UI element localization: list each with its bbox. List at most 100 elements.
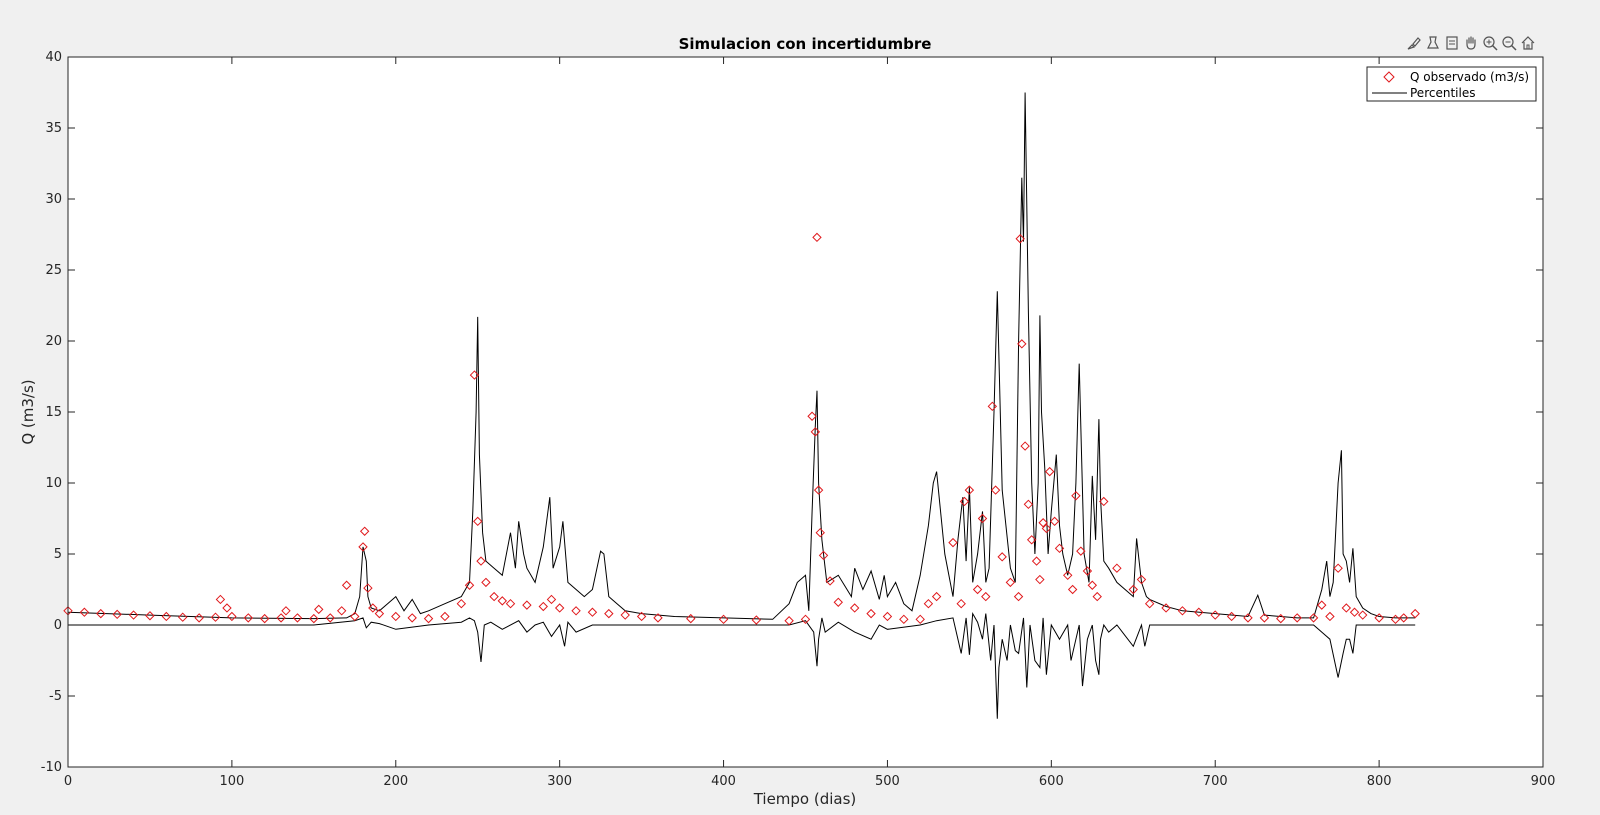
observed-point bbox=[964, 485, 975, 495]
y-tick-label: 10 bbox=[45, 476, 62, 491]
observed-point bbox=[350, 611, 360, 622]
observed-point bbox=[1031, 556, 1042, 566]
observed-point bbox=[1177, 606, 1188, 616]
observed-point bbox=[128, 610, 139, 620]
y-tick-label: 15 bbox=[45, 405, 62, 420]
observed-point bbox=[1067, 584, 1078, 595]
observed-point bbox=[476, 556, 486, 566]
observed-point bbox=[972, 584, 983, 595]
observed-point bbox=[882, 611, 893, 622]
x-tick-label: 100 bbox=[219, 774, 244, 789]
observed-point bbox=[1082, 566, 1093, 576]
observed-point bbox=[1013, 591, 1024, 602]
observed-point bbox=[243, 613, 253, 623]
observed-point bbox=[1015, 234, 1025, 244]
x-tick-label: 700 bbox=[1203, 774, 1228, 789]
observed-point bbox=[1374, 613, 1384, 623]
observed-point bbox=[604, 608, 614, 619]
y-tick-label: 25 bbox=[45, 263, 62, 278]
observed-point bbox=[546, 594, 557, 605]
pan-hand-icon[interactable] bbox=[1462, 34, 1480, 52]
legend-percentiles-label: Percentiles bbox=[1410, 86, 1475, 100]
insert-datatip-icon[interactable] bbox=[1424, 34, 1442, 52]
observed-point bbox=[1099, 496, 1109, 507]
observed-point bbox=[440, 611, 450, 622]
observed-point bbox=[1161, 603, 1171, 613]
observed-point bbox=[473, 516, 483, 527]
chart-title: Simulacion con incertidumbre bbox=[679, 35, 932, 53]
axes-frame bbox=[67, 56, 1544, 768]
observed-point bbox=[751, 615, 762, 625]
observed-point bbox=[997, 552, 1007, 562]
observed-point bbox=[178, 612, 188, 622]
y-tick-label: 40 bbox=[45, 50, 62, 65]
observed-point bbox=[325, 613, 335, 623]
observed-point bbox=[292, 613, 303, 623]
edit-brush-icon[interactable] bbox=[1405, 34, 1423, 52]
observed-point bbox=[1210, 610, 1220, 620]
observed-point bbox=[1035, 574, 1045, 585]
x-tick-label: 800 bbox=[1367, 774, 1392, 789]
observed-point bbox=[1087, 580, 1098, 590]
observed-point bbox=[1005, 577, 1016, 588]
observed-point bbox=[1333, 563, 1343, 573]
data-cursor-icon[interactable] bbox=[1443, 34, 1461, 52]
observed-point bbox=[112, 609, 122, 620]
observed-point bbox=[363, 583, 373, 593]
observed-point bbox=[948, 537, 958, 548]
home-restore-view-icon[interactable] bbox=[1519, 34, 1537, 52]
observed-point bbox=[833, 597, 843, 607]
observed-point bbox=[1194, 607, 1204, 617]
observed-point bbox=[866, 608, 876, 619]
observed-point bbox=[1276, 613, 1286, 624]
observed-point bbox=[309, 613, 319, 624]
observed-point bbox=[1044, 466, 1055, 477]
x-tick-label: 600 bbox=[1039, 774, 1064, 789]
observed-point bbox=[810, 427, 821, 437]
legend[interactable]: Q observado (m3/s) Percentiles bbox=[1366, 66, 1537, 102]
observed-point bbox=[341, 580, 352, 590]
legend-observed-marker bbox=[1383, 71, 1395, 83]
x-tick-label: 0 bbox=[64, 774, 72, 789]
y-tick-label: 0 bbox=[54, 618, 62, 633]
observed-point bbox=[587, 607, 598, 617]
zoom-out-icon[interactable] bbox=[1500, 34, 1518, 52]
observed-point bbox=[931, 591, 942, 602]
observed-point bbox=[1144, 598, 1155, 609]
observed-point bbox=[464, 580, 475, 590]
observed-point bbox=[554, 603, 565, 613]
observed-point bbox=[653, 613, 663, 623]
zoom-in-icon[interactable] bbox=[1481, 34, 1499, 52]
observed-point bbox=[1076, 546, 1086, 556]
observed-point bbox=[923, 598, 934, 609]
y-axis-label: Q (m3/s) bbox=[19, 379, 37, 444]
observed-point bbox=[1054, 543, 1065, 554]
observed-point bbox=[1071, 491, 1081, 501]
observed-point bbox=[825, 576, 835, 586]
observed-point bbox=[391, 611, 401, 622]
y-tick-label: -5 bbox=[49, 689, 62, 704]
observed-point bbox=[456, 598, 467, 609]
observed-point bbox=[210, 612, 221, 622]
observed-point bbox=[1358, 610, 1368, 620]
observed-point bbox=[636, 611, 647, 622]
observed-point bbox=[1026, 535, 1037, 545]
observed-point bbox=[194, 613, 204, 623]
observed-point bbox=[818, 550, 829, 561]
observed-point bbox=[469, 370, 480, 380]
observed-point bbox=[1349, 607, 1360, 617]
observed-point bbox=[813, 485, 824, 495]
x-tick-label: 400 bbox=[711, 774, 736, 789]
observed-point bbox=[505, 598, 516, 609]
x-tick-label: 300 bbox=[547, 774, 572, 789]
observed-point bbox=[1243, 613, 1253, 623]
observed-point bbox=[1017, 339, 1027, 349]
observed-point bbox=[96, 608, 106, 619]
observed-point bbox=[812, 232, 822, 243]
observed-point bbox=[807, 411, 817, 421]
observed-point bbox=[1092, 591, 1102, 602]
observed-point bbox=[1317, 600, 1327, 610]
plot-area[interactable]: 0 100 200 300 400 500 600 700 800 900 -10 -5 0 5 10 15 2… bbox=[41, 50, 1556, 789]
observed-point bbox=[358, 542, 368, 552]
